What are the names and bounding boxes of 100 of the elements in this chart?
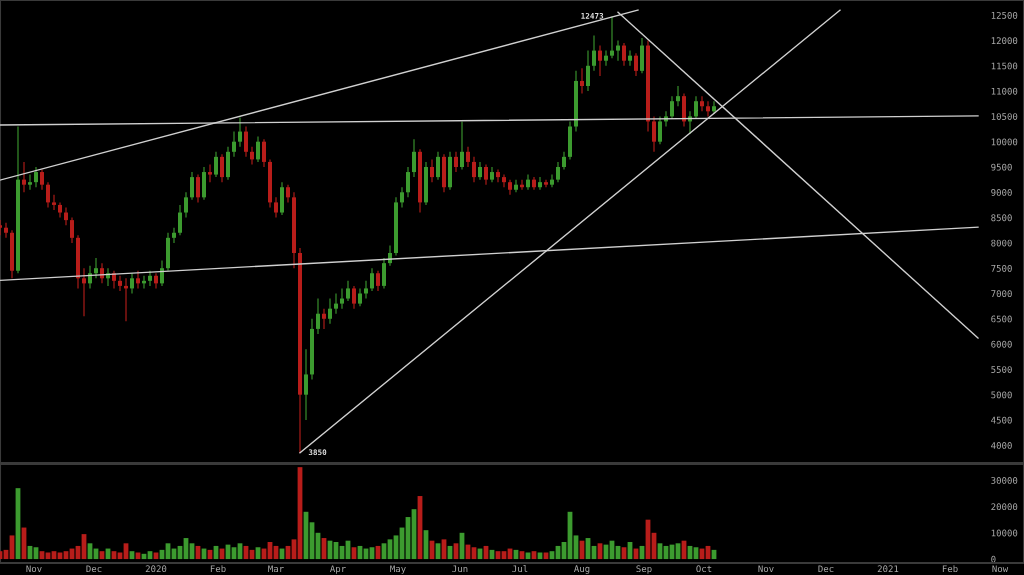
x-tick-label: Oct [696,565,712,573]
candlestick [70,217,74,244]
candlestick [160,260,164,287]
y-tick-label: 11000 [991,87,1018,95]
candlestick [598,44,602,77]
candlestick [190,171,194,201]
candlestick [340,287,344,310]
candlestick [538,176,542,191]
candlestick [214,151,218,178]
candlestick [364,280,368,300]
candlestick [406,166,410,198]
candlestick [34,166,38,188]
x-tick-label: 2020 [145,565,167,573]
candlestick [262,138,266,168]
x-tick-label: Now [992,565,1009,573]
x-tick-label: Nov [26,565,42,573]
y-tick-label: 12500 [991,11,1018,19]
candlestick [130,272,134,295]
x-tick-label: Jun [452,565,468,573]
candlestick [334,292,338,315]
candlestick [172,227,176,244]
candlestick [556,161,560,183]
candlestick [322,308,326,330]
candlestick [430,158,434,183]
y-tick-label: 7500 [991,264,1012,272]
candlestick [52,194,56,211]
candlestick [256,136,260,163]
candlestick [460,120,464,171]
candlestick [454,151,458,173]
candlestick [622,42,626,67]
candlestick [526,174,530,191]
y-tick-label: 10000 [991,529,1018,537]
candlestick [586,50,590,92]
candlestick [652,115,656,153]
x-tick-label: Dec [86,565,102,573]
candlestick [40,168,44,191]
x-tick-label: 2021 [877,565,899,573]
candlestick [82,267,86,317]
candlestick [616,39,620,62]
x-tick-label: Mar [268,565,284,573]
candlestick [580,67,584,95]
candlestick [184,191,188,219]
candlestick [610,15,614,59]
y-tick-label: 6500 [991,315,1012,323]
candlestick [382,257,386,289]
candlestick [178,204,182,236]
candlestick [634,52,638,77]
y-tick-label: 20000 [991,503,1018,511]
candlestick [376,270,380,292]
x-tick-label: Dec [818,565,834,573]
candlestick [352,285,356,310]
candlestick [22,161,26,193]
candlestick [496,168,500,183]
candlestick [250,146,254,166]
candlestick [64,206,68,226]
candlestick [238,116,242,148]
y-tick-label: 12000 [991,37,1018,45]
x-tick-label: Aug [574,565,590,574]
candlestick [274,196,278,219]
candlestick [370,267,374,292]
candlestick [88,265,92,289]
x-tick-label: Nov [758,565,774,573]
candlestick [118,275,122,292]
candlestick [4,222,8,239]
candlestick [658,115,662,145]
x-tick-label: Jul [512,565,528,573]
candlestick [712,100,716,115]
candlestick [550,174,554,188]
y-tick-label: 8000 [991,239,1012,247]
candlestick [502,174,506,188]
y-tick-label: 10500 [991,113,1018,120]
candlestick [154,272,158,289]
candlestick [220,153,224,183]
candlestick [316,297,320,335]
x-tick-label: Sep [636,565,652,574]
x-tick-label: May [390,565,406,574]
candlestick [196,174,200,203]
y-tick-label: 8500 [991,214,1012,222]
x-tick-label: Apr [330,565,346,574]
candlestick [472,156,476,183]
candlestick [244,125,248,158]
candlestick [58,201,62,219]
candlestick [328,297,332,325]
candlestick [304,348,308,421]
candlestick [628,50,632,67]
candlestick [670,95,674,120]
candlestick [604,50,608,67]
candlestick [400,186,404,209]
candlestick [694,95,698,120]
candlestick [514,179,518,193]
x-tick-label: Feb [942,565,958,573]
candlestick [484,163,488,186]
candlestick [700,95,704,112]
candlestick [148,270,152,287]
candlestick [706,100,710,117]
candlestick [208,163,212,183]
y-tick-label: 9000 [991,189,1012,196]
candlestick [46,181,50,209]
y-tick-label: 5500 [991,366,1012,373]
y-tick-label: 5000 [991,391,1012,399]
